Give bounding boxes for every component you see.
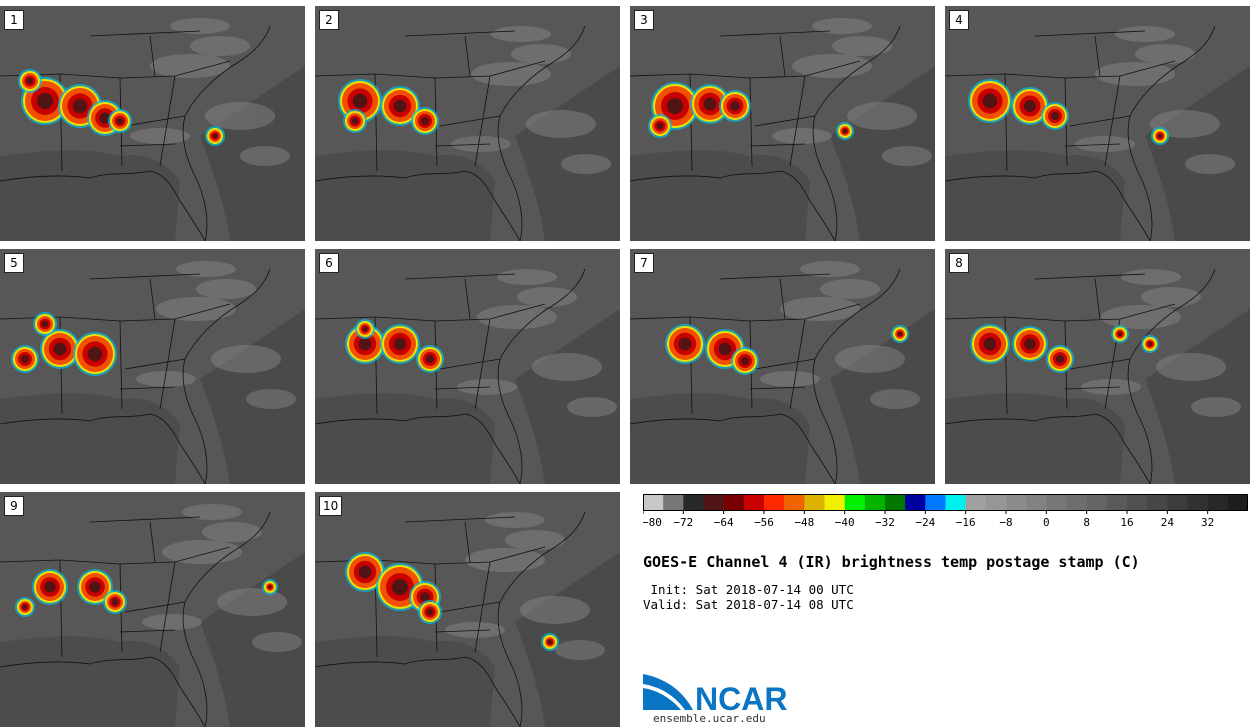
colorbar-swatch <box>824 494 845 510</box>
satellite-map <box>315 492 620 727</box>
colorbar-tick-label: −56 <box>754 516 774 529</box>
satellite-map <box>945 6 1250 241</box>
stamp-panel-6: 6 <box>315 249 620 484</box>
colorbar-tick-label: −16 <box>956 516 976 529</box>
member-label: 4 <box>949 10 969 30</box>
colorbar-swatch <box>1046 494 1067 510</box>
colorbar-tick-label: −24 <box>915 516 935 529</box>
colorbar-swatch <box>643 494 664 510</box>
satellite-map <box>945 249 1250 484</box>
colorbar-swatch <box>804 494 825 510</box>
satellite-map <box>315 249 620 484</box>
stamp-panel-1: 1 <box>0 6 305 241</box>
colorbar-swatch <box>764 494 785 510</box>
stamp-panel-10: 10 <box>315 492 620 727</box>
colorbar-swatch <box>844 494 866 510</box>
colorbar-swatch <box>723 494 745 510</box>
colorbar-swatch <box>885 494 906 510</box>
stamp-panel-9: 9 <box>0 492 305 727</box>
colorbar-tick-label: −32 <box>875 516 895 529</box>
colorbar-tick-label: 32 <box>1201 516 1214 529</box>
colorbar-swatch <box>663 494 684 510</box>
colorbar-swatch <box>1086 494 1108 510</box>
member-label: 1 <box>4 10 24 30</box>
colorbar-swatch <box>1207 494 1229 510</box>
member-label: 10 <box>319 496 343 516</box>
ncar-swoosh-icon <box>643 674 693 710</box>
colorbar-tick-label: −80 <box>643 516 662 529</box>
member-label: 5 <box>4 253 24 273</box>
stamp-panel-3: 3 <box>630 6 935 241</box>
member-label: 9 <box>4 496 24 516</box>
colorbar-tick-label: −40 <box>835 516 855 529</box>
init-time: Init: Sat 2018-07-14 00 UTC <box>643 582 854 597</box>
stamp-panel-4: 4 <box>945 6 1250 241</box>
colorbar-swatch <box>1187 494 1208 510</box>
ncar-wordmark: NCAR <box>695 681 787 717</box>
valid-time: Valid: Sat 2018-07-14 08 UTC <box>643 597 854 612</box>
colorbar-swatch <box>743 494 765 510</box>
satellite-map <box>315 6 620 241</box>
member-label: 6 <box>319 253 339 273</box>
colorbar-swatch <box>1006 494 1027 510</box>
colorbar: −80 −72 −64 −56 −48 −40 −32 −24 −16 −8 0 8 16 24 32 <box>643 494 1248 529</box>
colorbar-swatch <box>925 494 946 510</box>
colorbar-tick-label: 16 <box>1120 516 1133 529</box>
colorbar-swatch <box>703 494 724 510</box>
stamp-panel-2: 2 <box>315 6 620 241</box>
colorbar-tick-label: 24 <box>1161 516 1175 529</box>
colorbar-swatch <box>1147 494 1168 510</box>
colorbar-swatch <box>864 494 886 510</box>
stamp-panel-8: 8 <box>945 249 1250 484</box>
satellite-map <box>630 6 935 241</box>
colorbar-swatch <box>1227 494 1248 510</box>
colorbar-tick-label: −48 <box>794 516 814 529</box>
colorbar-swatch <box>1026 494 1047 510</box>
logo-url: ensemble.ucar.edu <box>653 712 766 725</box>
colorbar-tick-label: −72 <box>673 516 693 529</box>
colorbar-swatch <box>784 494 805 510</box>
colorbar-tick-label: −8 <box>999 516 1012 529</box>
colorbar-swatch <box>1066 494 1087 510</box>
colorbar-swatch <box>965 494 987 510</box>
member-label: 3 <box>634 10 654 30</box>
colorbar-swatch <box>1167 494 1188 510</box>
colorbar-swatch <box>1127 494 1148 510</box>
satellite-map <box>0 492 305 727</box>
colorbar-swatch <box>905 494 926 510</box>
colorbar-swatch <box>1106 494 1128 510</box>
satellite-map <box>0 249 305 484</box>
member-label: 2 <box>319 10 339 30</box>
ncar-logo: NCAR <box>643 674 787 717</box>
time-info: Init: Sat 2018-07-14 00 UTC Valid: Sat 20… <box>643 582 854 612</box>
colorbar-swatch <box>985 494 1007 510</box>
member-label: 7 <box>634 253 654 273</box>
member-label: 8 <box>949 253 969 273</box>
colorbar-swatch <box>945 494 966 510</box>
colorbar-tick-label: −64 <box>714 516 734 529</box>
stamp-panel-5: 5 <box>0 249 305 484</box>
colorbar-tick-label: 8 <box>1083 516 1090 529</box>
stamp-panel-7: 7 <box>630 249 935 484</box>
colorbar-tick-label: 0 <box>1043 516 1050 529</box>
satellite-map <box>630 249 935 484</box>
colorbar-swatch <box>683 494 704 510</box>
satellite-map <box>0 6 305 241</box>
figure-title: GOES-E Channel 4 (IR) brightness temp po… <box>643 553 1140 571</box>
